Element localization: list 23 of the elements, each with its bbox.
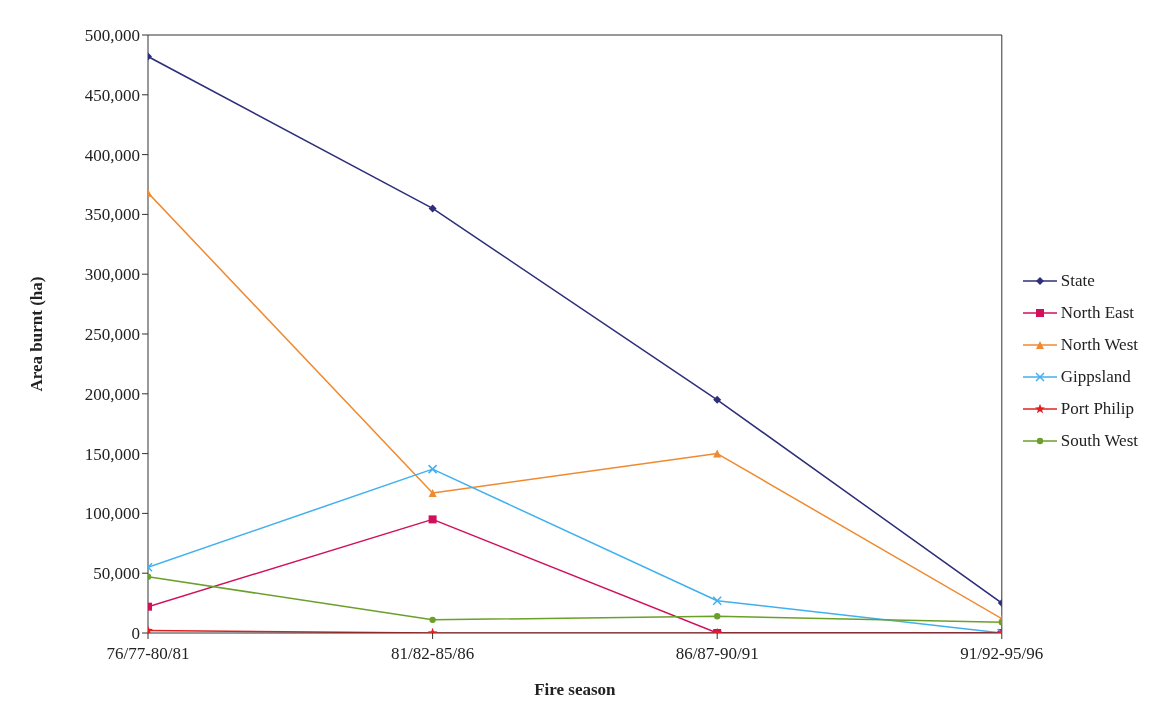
legend-label: North West [1060,334,1138,355]
x-tick-label: 86/87-90/91 [675,644,759,664]
legend-label: Port Philip [1060,398,1135,419]
y-tick-label: 50,000 [93,564,140,584]
x-tick-label: 81/82-85/86 [391,644,475,664]
y-tick-label: 250,000 [84,325,140,345]
y-tick-label: 0 [131,624,140,644]
y-tick-label: 350,000 [84,205,140,225]
legend-label: North East [1060,302,1134,323]
y-tick-label: 450,000 [84,85,140,105]
y-axis-title: Area burnt (ha) [27,276,47,392]
y-tick-label: 100,000 [84,504,140,524]
legend-label: South West [1060,430,1138,451]
x-tick-label: 76/77-80/81 [106,644,190,664]
legend-label: State [1060,270,1095,291]
legend-label: Gippsland [1060,366,1131,387]
y-tick-label: 150,000 [84,444,140,464]
y-tick-label: 300,000 [84,265,140,285]
y-tick-label: 400,000 [84,145,140,165]
y-tick-label: 200,000 [84,384,140,404]
x-axis-title: Fire season [534,680,617,699]
y-tick-label: 500,000 [84,26,140,46]
x-tick-label: 91/92-95/96 [960,644,1044,664]
